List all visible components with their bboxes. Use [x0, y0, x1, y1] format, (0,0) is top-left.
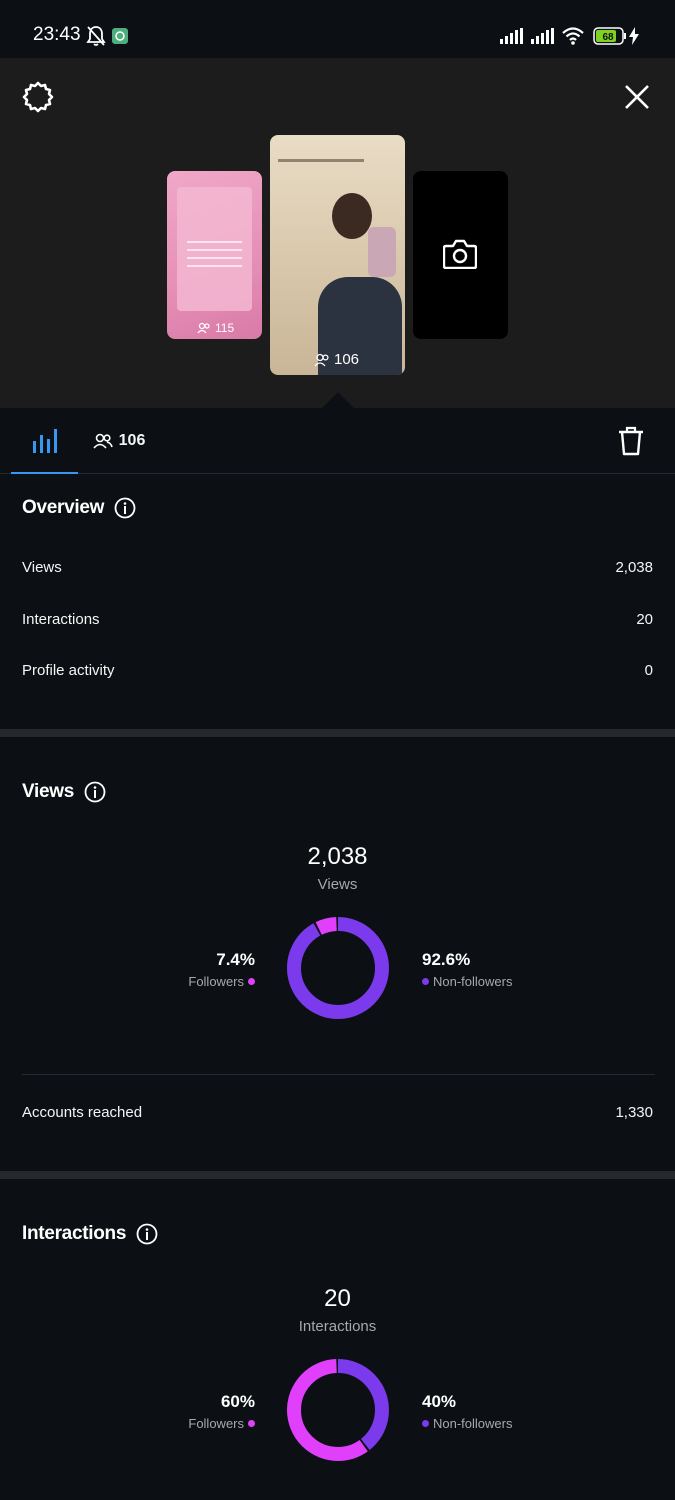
row-label: Accounts reached [22, 1104, 143, 1121]
donut-segment-nonfollowers [287, 1359, 389, 1461]
followers-legend: Followers [188, 974, 255, 989]
story-viewer-count: 106 [314, 351, 359, 368]
nonfollowers-dot [422, 1420, 429, 1427]
row-value: 2,038 [615, 559, 653, 576]
tab-insights[interactable] [11, 408, 78, 474]
nonfollowers-legend: Non-followers [422, 974, 512, 989]
camera-icon [443, 239, 477, 269]
donut-segment-nonfollowers [287, 917, 389, 1019]
views-nonfollowers-stat: 92.6% Non-followers [422, 950, 512, 989]
interactions-total: 20 [324, 1285, 351, 1312]
story-text-lines [187, 241, 242, 243]
close-icon [625, 85, 649, 109]
donut-segment-followers [287, 1359, 389, 1461]
interactions-title: Interactions [22, 1223, 158, 1245]
row-label: Views [22, 559, 62, 576]
overview-row-interactions: Interactions 20 [22, 611, 653, 628]
tab-viewers[interactable]: 106 [84, 408, 154, 474]
views-total-label: Views [317, 876, 358, 893]
story-count-label: 115 [215, 321, 235, 335]
followers-percent: 60% [220, 1392, 255, 1411]
section-divider [0, 729, 675, 737]
delete-story-button[interactable] [606, 408, 656, 474]
battery-icon: 68 [593, 27, 627, 50]
followers-dot [248, 1420, 255, 1427]
charging-icon [629, 27, 639, 50]
add-story-button[interactable] [413, 171, 508, 339]
story-photo-figure [318, 193, 402, 375]
info-icon[interactable] [136, 1223, 158, 1245]
nonfollowers-dot [422, 978, 429, 985]
nonfollowers-legend: Non-followers [422, 1416, 512, 1431]
overview-title: Overview [22, 497, 136, 519]
active-tab-indicator [11, 472, 78, 474]
gear-icon [22, 81, 54, 113]
views-followers-stat: 7.4% Followers [188, 950, 255, 989]
story-count-label: 106 [334, 351, 360, 368]
nonfollowers-label: Non-followers [433, 1416, 513, 1431]
viewers-count: 106 [118, 432, 146, 449]
story-caption-line [278, 159, 364, 162]
story-viewer-count: 115 [197, 321, 234, 335]
trash-icon [619, 426, 643, 456]
story-inner-card [177, 187, 252, 311]
status-bar: 23:43 68 [0, 0, 675, 58]
info-icon[interactable] [84, 781, 106, 803]
interactions-nonfollowers-stat: 40% Non-followers [422, 1392, 512, 1431]
nonfollowers-percent: 92.6% [422, 950, 471, 969]
settings-button[interactable] [18, 77, 58, 117]
interactions-section [0, 1179, 675, 1500]
battery-level: 68 [602, 32, 614, 43]
views-donut-chart [287, 917, 389, 1019]
people-icon [197, 322, 210, 334]
signal-icon [500, 28, 526, 49]
wifi-icon [561, 26, 585, 51]
accounts-reached-row: Accounts reached 1,330 [22, 1104, 653, 1121]
followers-percent: 7.4% [216, 950, 255, 969]
selected-story-pointer [322, 392, 354, 408]
interactions-total-label: Interactions [298, 1318, 377, 1335]
interactions-followers-stat: 60% Followers [188, 1392, 255, 1431]
views-total: 2,038 [307, 843, 368, 870]
interactions-donut-chart [287, 1359, 389, 1461]
status-time: 23:43 [33, 24, 81, 45]
app-notification-icon [112, 28, 128, 49]
views-section [0, 737, 675, 1171]
info-icon[interactable] [114, 497, 136, 519]
story-thumbnail[interactable]: 115 [167, 171, 262, 339]
views-separator [22, 1074, 655, 1075]
followers-label: Followers [188, 974, 244, 989]
signal-icon [531, 28, 557, 49]
bell-off-icon [86, 25, 106, 52]
row-value: 1,330 [615, 1104, 653, 1121]
overview-row-views: Views 2,038 [22, 559, 653, 576]
row-label: Interactions [22, 611, 100, 628]
overview-row-profile-activity: Profile activity 0 [22, 662, 653, 679]
views-heading: Views [22, 781, 75, 802]
people-icon [314, 353, 329, 366]
interactions-heading: Interactions [22, 1223, 127, 1244]
nonfollowers-percent: 40% [422, 1392, 457, 1411]
close-button[interactable] [617, 77, 657, 117]
views-title: Views [22, 781, 106, 803]
row-value: 20 [636, 611, 653, 628]
followers-dot [248, 978, 255, 985]
followers-label: Followers [188, 1416, 244, 1431]
tab-bar: 106 [0, 408, 675, 474]
bar-chart-icon [32, 429, 57, 453]
section-divider [0, 1171, 675, 1179]
people-icon [93, 433, 113, 449]
followers-legend: Followers [188, 1416, 255, 1431]
story-thumbnail-selected[interactable]: 106 [270, 135, 405, 375]
row-label: Profile activity [22, 662, 115, 679]
overview-section [0, 475, 675, 729]
overview-heading: Overview [22, 497, 105, 518]
nonfollowers-label: Non-followers [433, 974, 513, 989]
row-value: 0 [644, 662, 653, 679]
